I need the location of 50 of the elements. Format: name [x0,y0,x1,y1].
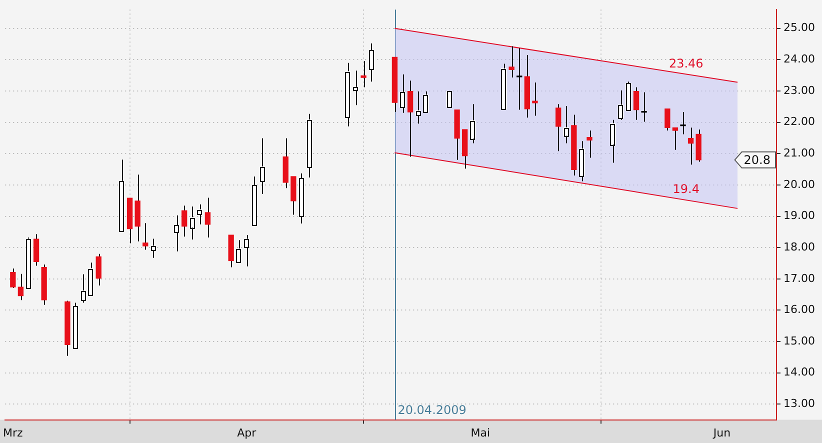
candlestick [626,81,632,112]
y-tick-label: 22.00 [784,115,816,128]
annotation: 19.4 [672,182,700,196]
candlestick [10,268,16,288]
candlestick [556,104,562,152]
y-tick-label: 23.00 [784,84,816,97]
annotation: 20.8 [744,153,771,168]
candlestick [368,42,374,82]
candlestick [119,159,125,232]
y-tick-label: 13.00 [784,397,816,410]
candlestick [633,86,640,120]
candlestick [352,70,359,106]
y-tick-label: 16.00 [784,303,816,316]
y-tick-label: 18.00 [784,240,816,254]
y-tick-label: 20.00 [784,178,816,191]
candlestick [688,127,694,166]
candlestick [174,214,180,252]
x-tick-label: Mai [470,426,490,440]
y-tick-label: 25.00 [784,21,816,34]
candlestick [680,111,686,135]
candlestick [182,205,188,238]
candlestick [532,82,538,116]
x-tick-label: Jun [712,426,731,440]
y-tick-label: 21.00 [784,146,816,160]
candlestick [407,80,414,158]
candlestick [18,273,24,301]
y-tick-label: 19.00 [784,209,816,222]
candlestick [33,234,40,266]
x-tick-label: Mrz [3,426,24,440]
candlestick [142,222,148,250]
candlestick [96,253,102,286]
annotation: 23.46 [668,56,704,70]
candlestick [259,138,266,195]
candlestick [72,302,78,349]
y-tick-label: 15.00 [784,334,816,348]
y-tick-label: 14.00 [784,366,816,379]
y-tick-label: 24.00 [784,52,816,66]
candlestick [360,60,366,88]
candlestick [252,176,258,226]
candlestick [586,130,592,158]
x-tick-label: Apr [237,426,257,440]
candlestick [672,127,678,150]
candlestick [516,48,522,110]
ref-line-label: 20.04.2009 [398,402,466,417]
candlestick [298,172,304,224]
candlestick [508,46,514,78]
candlestick [204,197,211,238]
y-tick-label: 17.00 [784,272,816,285]
candlestick [664,108,670,131]
candlestick [641,92,647,122]
